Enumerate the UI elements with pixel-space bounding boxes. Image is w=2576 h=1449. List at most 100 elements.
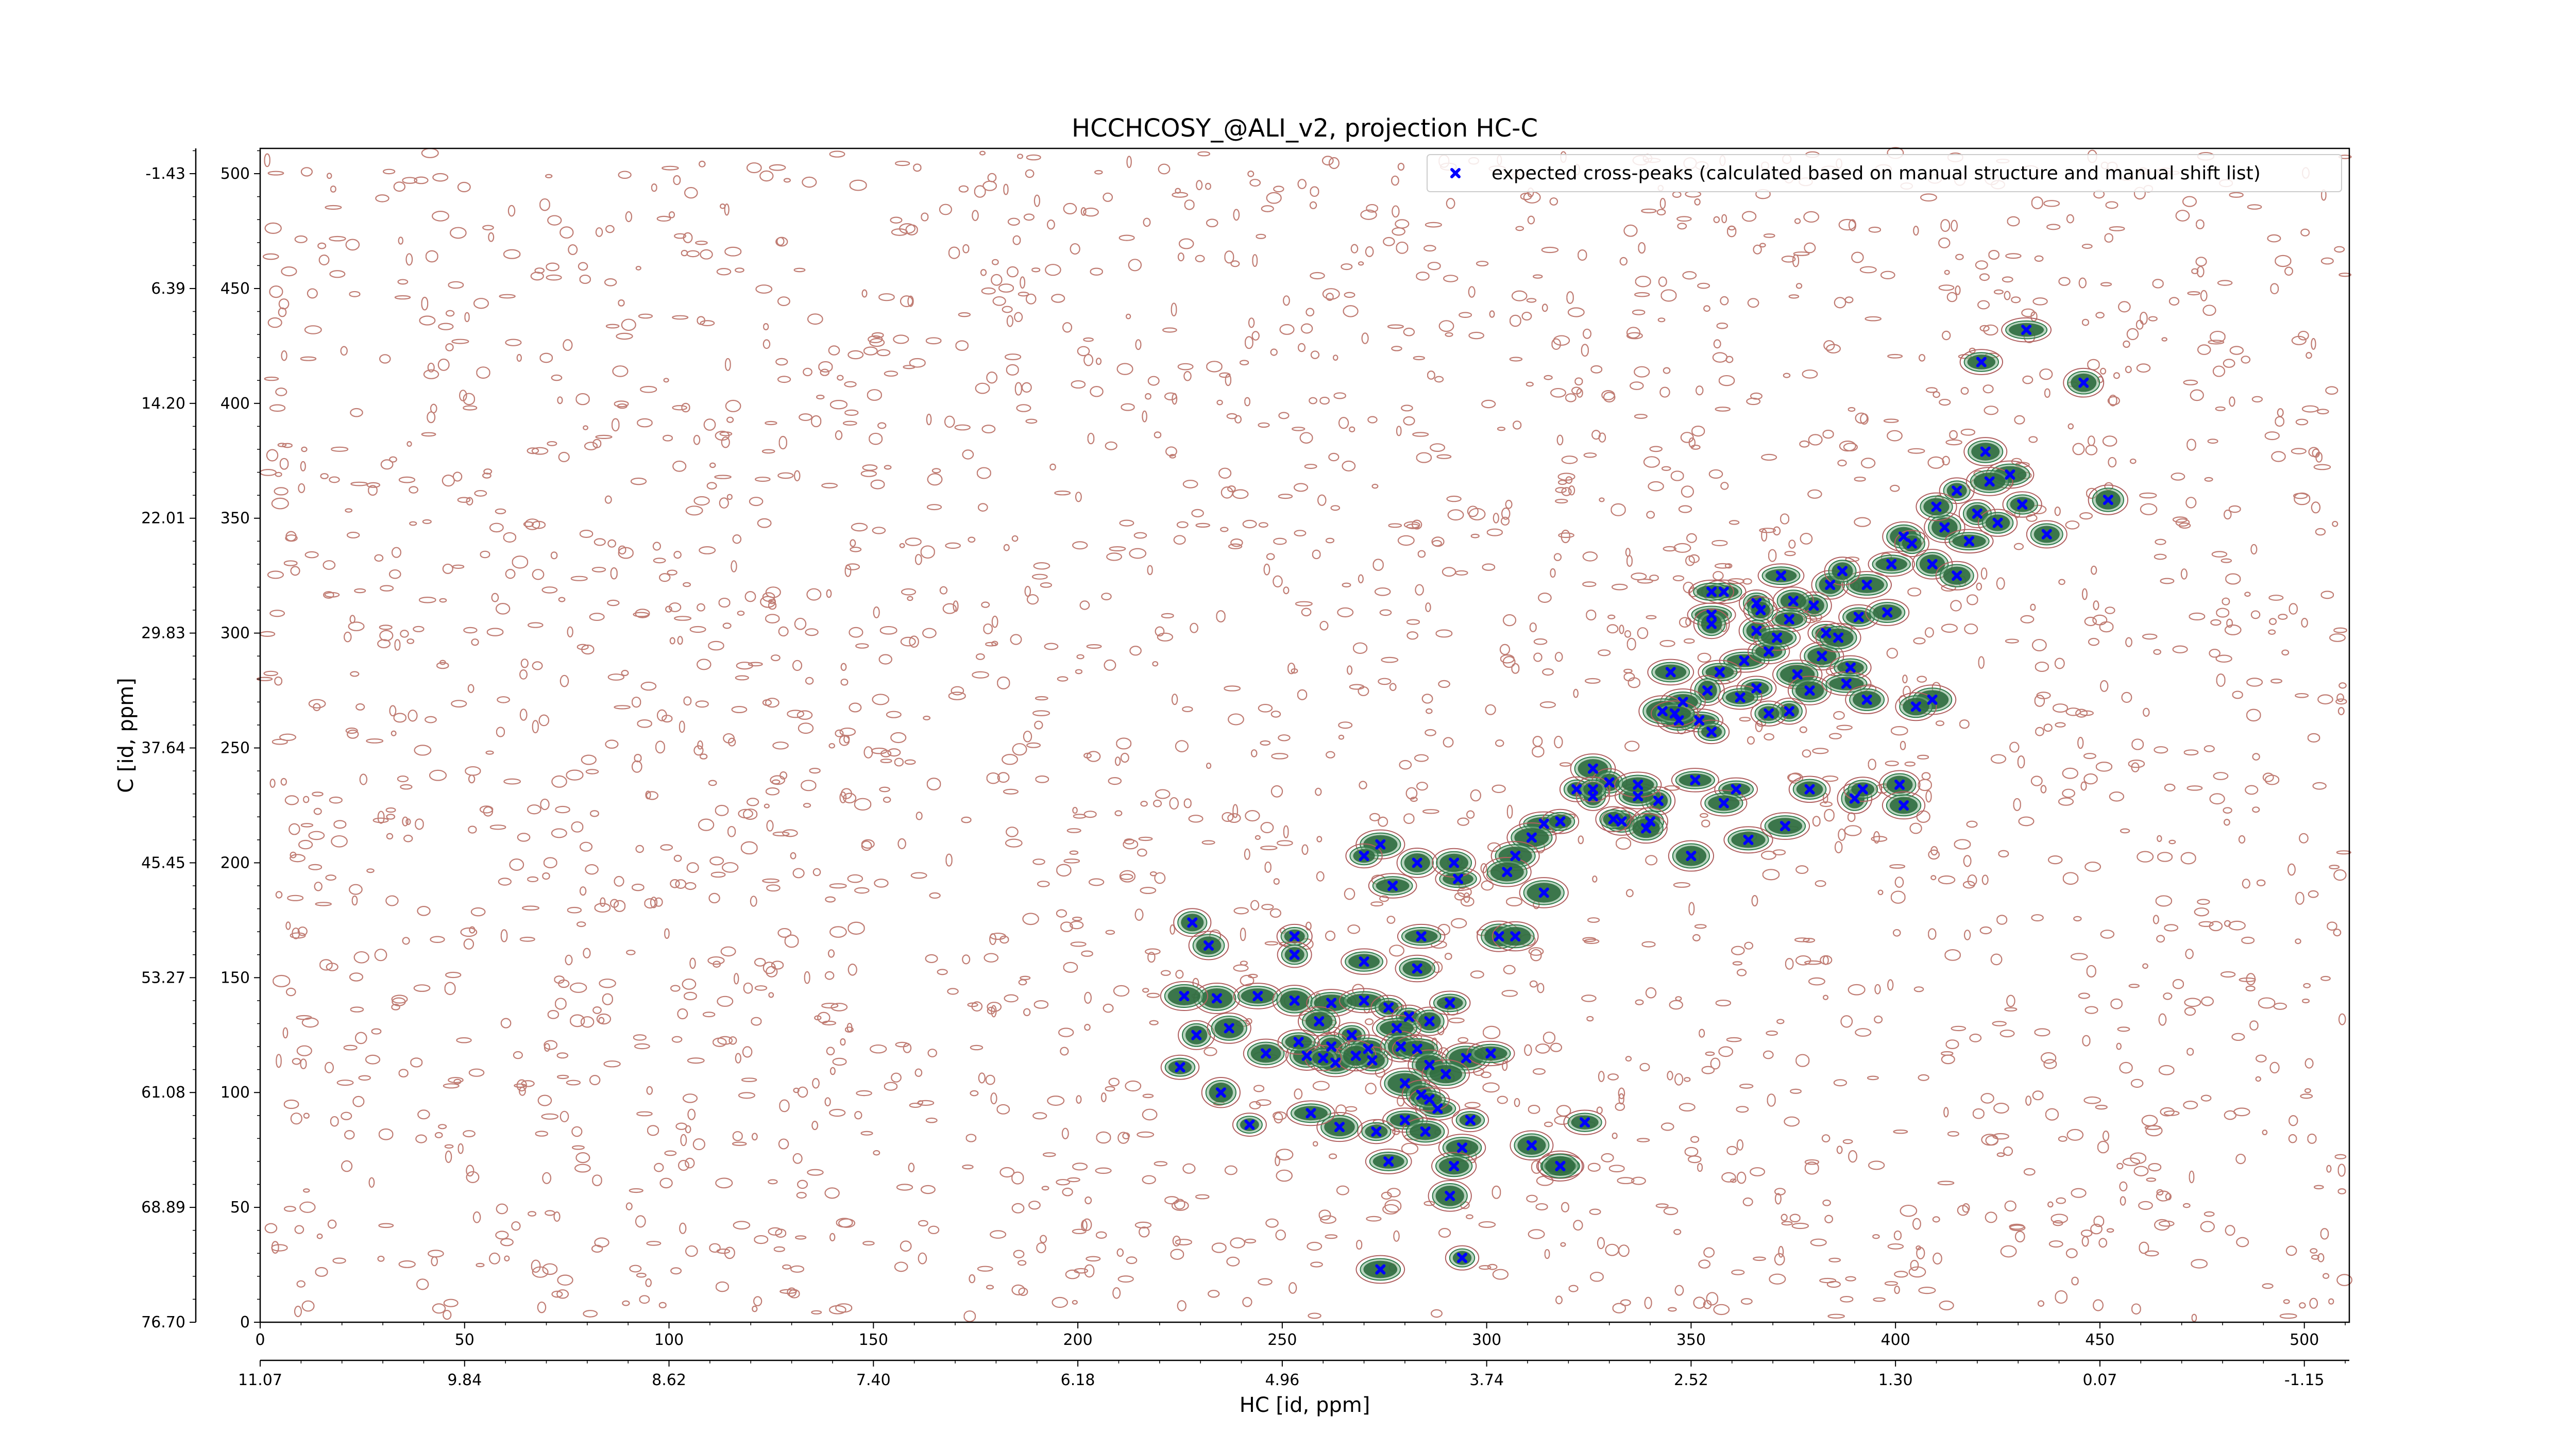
cross-peak-marker: [1465, 1115, 1476, 1125]
cross-peak-marker: [2041, 529, 2052, 540]
cross-peak-marker: [1416, 931, 1427, 942]
cross-peak-marker: [1326, 998, 1337, 1008]
cross-peak-marker: [1526, 832, 1537, 843]
cross-peak-marker: [1853, 612, 1864, 622]
cross-peak-marker: [1244, 1119, 1255, 1130]
cross-peak-marker: [1293, 1037, 1304, 1048]
y-index-tick-label: 0: [240, 1313, 250, 1332]
cross-peak-marker: [1399, 1078, 1410, 1089]
y-index-tick-label: 150: [221, 969, 250, 987]
cross-peak-marker: [1931, 501, 1942, 512]
peak-contour: [2002, 491, 2042, 518]
peak-contour: [1916, 492, 1957, 521]
peak-contour: [1718, 685, 1762, 710]
legend-label: expected cross-peaks (calculated based o…: [1492, 163, 2261, 184]
cross-peak-marker: [1927, 559, 1938, 569]
cross-peak-marker: [1775, 570, 1786, 581]
x-index-tick-label: 450: [2085, 1331, 2114, 1349]
cross-peak-marker: [1939, 522, 1950, 533]
cross-peak-marker: [1289, 949, 1300, 960]
cross-peak-marker: [1494, 931, 1504, 942]
peak-contour: [1429, 990, 1471, 1016]
cross-peak-marker: [1502, 867, 1513, 878]
cross-peak-marker: [1580, 1117, 1590, 1128]
cross-peak-marker: [2021, 325, 2032, 335]
cross-peak-marker: [1751, 683, 1762, 694]
peak-contour: [1698, 660, 1742, 685]
cross-peak-marker: [1346, 1030, 1357, 1040]
peak-contour: [2026, 520, 2067, 549]
peak-contour: [1355, 1255, 1405, 1284]
cross-peak-marker: [1731, 784, 1741, 795]
cross-peak-marker: [1359, 995, 1369, 1006]
peak-contour: [1788, 776, 1831, 803]
peak-contour: [1595, 806, 1632, 832]
cross-peak-marker: [1718, 586, 1729, 597]
cross-peak-marker: [1706, 727, 1717, 737]
cross-peak-marker: [1906, 538, 1917, 549]
x-index-tick-label: 0: [255, 1331, 265, 1349]
cross-peak-marker: [1587, 784, 1598, 795]
peak-contour: [1365, 1148, 1412, 1174]
x-index-tick-label: 250: [1267, 1331, 1297, 1349]
peak-contour: [1482, 856, 1532, 887]
peak-contour: [1757, 563, 1805, 588]
cross-peak-marker: [1412, 963, 1422, 974]
y-ppm-tick-label: 14.20: [141, 395, 185, 413]
x-ppm-tick-label: 8.62: [652, 1371, 686, 1389]
x-index-tick-label: 100: [654, 1331, 684, 1349]
cross-peak-marker: [1992, 517, 2003, 528]
cross-peak-marker: [1461, 1053, 1471, 1064]
peak-contour: [1689, 579, 1734, 604]
legend-marker: [1450, 168, 1461, 178]
cross-peak-marker: [1616, 816, 1627, 827]
cross-peak-marker: [1669, 708, 1680, 719]
cross-peak-marker: [1784, 614, 1794, 625]
cross-peak-marker: [1841, 678, 1852, 689]
peak-contour: [1341, 948, 1387, 975]
y-index-tick-label: 250: [221, 739, 250, 757]
cross-peak-marker: [1845, 662, 1856, 673]
peak-contour: [1492, 921, 1539, 952]
cross-peak-marker: [1788, 596, 1799, 606]
cross-peak-marker: [1755, 605, 1766, 616]
cross-peak-marker: [1510, 851, 1521, 862]
cross-peak-marker: [1191, 1030, 1202, 1040]
cross-peak-marker: [1485, 1048, 1496, 1059]
cross-peak-marker: [1261, 1048, 1272, 1059]
x-index-tick-label: 200: [1063, 1331, 1092, 1349]
peak-contour: [1965, 467, 2013, 496]
x-ppm-tick-label: 4.96: [1265, 1371, 1299, 1389]
peak-contour: [1895, 692, 1937, 721]
x-ppm-tick-label: 3.74: [1469, 1371, 1504, 1389]
y-index-tick-label: 450: [221, 280, 250, 298]
chart-title: HCCHCOSY_@ALI_v2, projection HC-C: [1072, 114, 1538, 143]
cross-peak-marker: [1555, 816, 1566, 827]
peak-contour: [1173, 908, 1212, 937]
cross-peak-marker: [1392, 1023, 1402, 1034]
peak-contour: [1409, 1087, 1450, 1112]
cross-peak-marker: [1976, 357, 1987, 367]
cross-peak-marker: [1399, 1115, 1410, 1125]
peak-contour: [1868, 551, 1915, 577]
peak-contour: [1894, 530, 1929, 558]
cross-peak-marker: [1825, 580, 1836, 591]
peak-contour: [1428, 1180, 1472, 1212]
cross-peak-marker: [1861, 694, 1872, 705]
cross-peak-marker: [1837, 566, 1848, 577]
cross-peak-markers: [1175, 325, 2113, 1275]
cross-peak-marker: [1952, 485, 1962, 496]
cross-peak-marker: [1252, 990, 1263, 1001]
cross-peak-marker: [1412, 1043, 1422, 1054]
legend-box: [1427, 154, 2342, 192]
cross-peak-marker: [1449, 857, 1460, 868]
x-ppm-tick-label: 7.40: [856, 1371, 891, 1389]
cross-peak-marker: [1211, 993, 1222, 1004]
x-index-tick-label: 300: [1472, 1331, 1501, 1349]
cross-peak-marker: [1326, 1041, 1337, 1052]
cross-peak-marker: [1804, 784, 1815, 795]
peak-contour: [1160, 981, 1209, 1012]
peak-contour: [1882, 791, 1926, 820]
peak-contour: [1451, 1108, 1489, 1133]
